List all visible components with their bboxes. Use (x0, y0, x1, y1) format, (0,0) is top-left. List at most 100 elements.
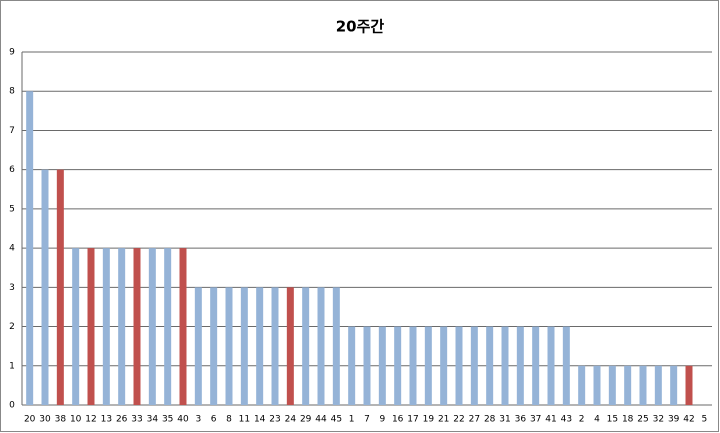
bar (685, 365, 693, 405)
x-tick-label: 22 (453, 415, 464, 425)
x-tick-label: 15 (607, 415, 618, 425)
bar (670, 365, 678, 405)
bar (547, 326, 555, 405)
x-tick-label: 5 (701, 415, 707, 425)
x-tick-label: 21 (438, 415, 449, 425)
bar (562, 326, 570, 405)
x-tick-label: 26 (116, 415, 128, 425)
x-tick-label: 14 (254, 415, 266, 425)
bar (532, 326, 540, 405)
x-tick-label: 41 (545, 415, 556, 425)
y-tick-label: 4 (9, 244, 15, 254)
bar (363, 326, 371, 405)
bar (271, 287, 279, 405)
bar (26, 91, 34, 405)
x-tick-label: 6 (211, 415, 217, 425)
x-tick-label: 30 (39, 415, 51, 425)
x-tick-label: 24 (285, 415, 297, 425)
x-tick-label: 4 (594, 415, 600, 425)
bar (87, 248, 95, 405)
bar (179, 248, 187, 405)
bar (317, 287, 325, 405)
x-tick-label: 20 (24, 415, 36, 425)
bar (332, 287, 340, 405)
bar (56, 169, 64, 405)
x-tick-label: 16 (392, 415, 404, 425)
bar (133, 248, 141, 405)
bar (654, 365, 662, 405)
y-tick-label: 7 (9, 126, 15, 136)
y-tick-label: 5 (9, 204, 15, 214)
x-tick-label: 23 (269, 415, 280, 425)
bar (286, 287, 294, 405)
x-tick-label: 31 (499, 415, 510, 425)
bar (593, 365, 601, 405)
y-tick-label: 6 (9, 165, 15, 175)
chart-title: 20주간 (336, 18, 385, 36)
x-tick-label: 32 (653, 415, 664, 425)
x-tick-label: 35 (162, 415, 173, 425)
bar (455, 326, 463, 405)
bar (486, 326, 494, 405)
bar (378, 326, 386, 405)
x-tick-label: 10 (70, 415, 82, 425)
bar (470, 326, 478, 405)
bar (194, 287, 202, 405)
x-tick-label: 12 (85, 415, 96, 425)
bar (516, 326, 524, 405)
x-tick-label: 34 (147, 415, 159, 425)
x-tick-label: 25 (637, 415, 648, 425)
x-tick-label: 42 (683, 415, 694, 425)
x-tick-label: 19 (423, 415, 435, 425)
y-tick-label: 3 (9, 283, 15, 293)
x-tick-label: 18 (622, 415, 634, 425)
x-tick-label: 40 (177, 415, 189, 425)
x-tick-label: 29 (300, 415, 312, 425)
bar (72, 248, 80, 405)
bar (501, 326, 509, 405)
x-tick-label: 36 (515, 415, 527, 425)
bar (210, 287, 218, 405)
x-tick-label: 13 (101, 415, 112, 425)
bar (578, 365, 586, 405)
x-tick-label: 2 (579, 415, 585, 425)
bar (240, 287, 248, 405)
x-tick-label: 27 (469, 415, 480, 425)
y-tick-label: 1 (9, 361, 15, 371)
y-tick-label: 2 (9, 322, 15, 332)
bar (348, 326, 356, 405)
x-tick-label: 17 (407, 415, 418, 425)
bar (424, 326, 432, 405)
bar (118, 248, 126, 405)
bar (41, 169, 49, 405)
x-tick-label: 33 (131, 415, 142, 425)
bar (394, 326, 402, 405)
x-tick-label: 3 (195, 415, 201, 425)
bar (624, 365, 632, 405)
bar (639, 365, 647, 405)
bar (225, 287, 233, 405)
x-tick-label: 38 (55, 415, 67, 425)
bar (409, 326, 417, 405)
bar (148, 248, 156, 405)
y-tick-label: 8 (9, 87, 15, 97)
x-tick-label: 28 (484, 415, 496, 425)
x-tick-label: 39 (668, 415, 680, 425)
x-tick-label: 7 (364, 415, 370, 425)
x-tick-label: 1 (349, 415, 355, 425)
bar (608, 365, 616, 405)
x-tick-label: 37 (530, 415, 541, 425)
bar (440, 326, 448, 405)
bar (302, 287, 310, 405)
x-tick-label: 9 (379, 415, 385, 425)
bar (102, 248, 110, 405)
y-tick-label: 9 (9, 48, 15, 58)
y-tick-label: 0 (9, 401, 15, 411)
x-tick-label: 8 (226, 415, 232, 425)
x-tick-label: 11 (239, 415, 250, 425)
x-tick-label: 45 (331, 415, 342, 425)
x-tick-label: 44 (315, 415, 327, 425)
bar (256, 287, 264, 405)
